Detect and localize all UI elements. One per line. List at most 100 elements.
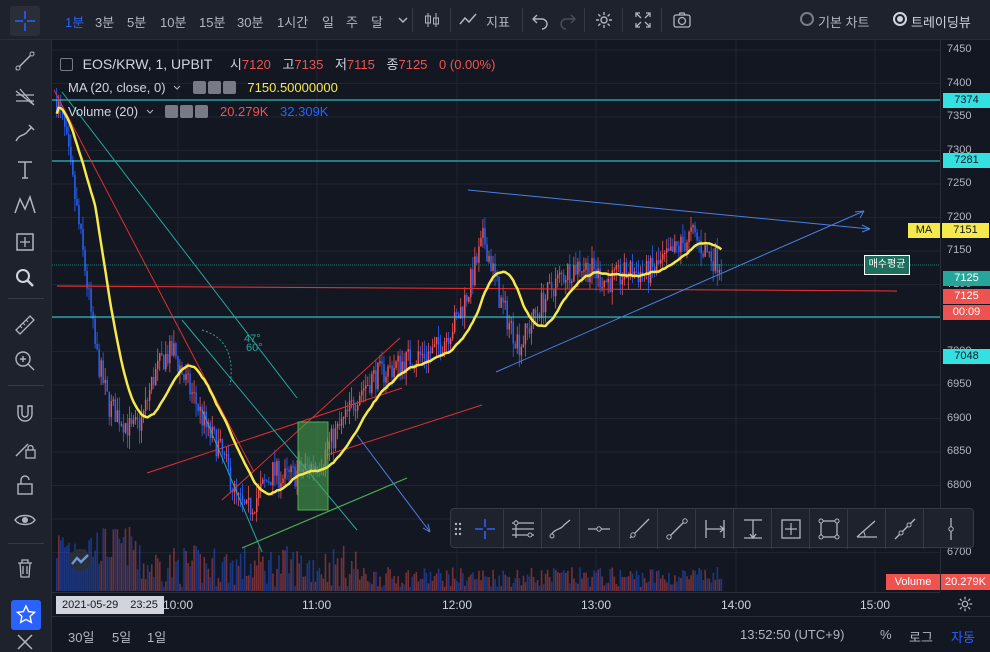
blue-projection-line — [356, 434, 431, 533]
time-tick: 13:00 — [581, 598, 612, 612]
watermark-logo-icon — [69, 549, 91, 571]
time-axis[interactable]: 2021-05-29 23:25 10:00 11:00 12:00 13:00 … — [52, 592, 940, 616]
volume-axis-tag: Volume — [886, 574, 940, 590]
price-axis[interactable]: 7450740073507300725072007150710070507000… — [940, 40, 990, 592]
drag-handle-icon[interactable] — [453, 519, 463, 539]
undo-icon[interactable] — [530, 10, 550, 30]
measure-icon[interactable] — [12, 229, 38, 255]
volume-visibility-icon[interactable] — [165, 105, 179, 118]
timeframe-1h[interactable]: 1시간 — [277, 15, 309, 30]
range-5d[interactable]: 5일 — [112, 630, 132, 645]
basic-chart-label[interactable]: 기본 차트 — [818, 15, 870, 30]
crosshair-button[interactable] — [10, 6, 40, 36]
zoom-in-icon[interactable] — [12, 348, 38, 374]
indicators-button[interactable]: 지표 — [486, 15, 510, 30]
redo-icon[interactable] — [558, 10, 578, 30]
gear-icon[interactable] — [594, 10, 614, 30]
ma-price-tag: 7151 — [942, 223, 989, 238]
ray-line-icon[interactable] — [625, 515, 653, 543]
pen-line-icon[interactable] — [891, 515, 919, 543]
price-tick: 7400 — [947, 76, 972, 89]
price-tick: 7200 — [947, 210, 972, 223]
favorites-button[interactable] — [11, 600, 41, 630]
tradingview-label[interactable]: 트레이딩뷰 — [911, 15, 971, 30]
ma-settings-icon[interactable] — [207, 81, 221, 94]
volume-label[interactable]: Volume (20) — [68, 104, 139, 119]
auto-toggle[interactable]: 자동 — [951, 630, 975, 645]
indicators-icon[interactable] — [458, 10, 478, 30]
ruler-icon[interactable] — [12, 312, 38, 338]
camera-icon[interactable] — [672, 10, 692, 30]
crosshair-icon[interactable] — [471, 515, 499, 543]
chevron-down-icon[interactable] — [173, 84, 181, 92]
magnet-icon[interactable] — [12, 400, 38, 426]
lock-drawing-icon[interactable] — [12, 436, 38, 462]
timeframe-15m[interactable]: 15분 — [199, 15, 226, 30]
eye-icon[interactable] — [12, 507, 38, 533]
low-label: 저 — [334, 57, 347, 72]
date-price-range-icon[interactable] — [777, 515, 805, 543]
fib-icon[interactable] — [12, 85, 38, 111]
triangle-lower-line — [495, 210, 865, 373]
basic-chart-radio[interactable] — [800, 12, 814, 26]
vertical-line-icon[interactable] — [937, 515, 965, 543]
chart-canvas[interactable] — [52, 40, 940, 592]
cursor-date-tag: 2021-05-29 23:25 — [56, 596, 164, 614]
trend-segment-icon[interactable] — [663, 515, 691, 543]
price-chart[interactable]: 47° 60° 매수평균 — [52, 40, 940, 592]
timeframe-month[interactable]: 달 — [371, 15, 383, 30]
ma-legend: MA (20, close, 0) 7150.50000000 — [68, 80, 338, 95]
percent-toggle[interactable]: % — [880, 627, 892, 642]
time-tick: 15:00 — [860, 598, 891, 612]
time-tick: 14:00 — [721, 598, 752, 612]
trash-icon[interactable] — [12, 555, 38, 581]
level-7374-tag: 7374 — [943, 93, 990, 108]
lock-icon[interactable] — [12, 472, 38, 498]
fib-retracement-icon[interactable] — [509, 515, 537, 543]
ma-visibility-icon[interactable] — [192, 81, 206, 94]
ma-label[interactable]: MA (20, close, 0) — [68, 80, 166, 95]
chart-grid — [52, 40, 940, 592]
volume-settings-icon[interactable] — [180, 105, 194, 118]
symbol-name[interactable]: EOS/KRW, 1, UPBIT — [82, 56, 213, 72]
trend-line-icon[interactable] — [12, 48, 38, 74]
chevron-down-icon[interactable] — [146, 108, 154, 116]
volume-legend: Volume (20) 20.279K 32.309K — [68, 104, 328, 119]
collapse-legend-icon[interactable] — [60, 58, 73, 71]
chevron-down-icon[interactable] — [393, 10, 413, 30]
trend-angle-icon[interactable] — [853, 515, 881, 543]
bottom-bar: 30일 5일 1일 13:52:50 (UTC+9) % 로그 자동 — [52, 616, 990, 652]
ma-remove-icon[interactable] — [222, 81, 236, 94]
rectangle-icon[interactable] — [815, 515, 843, 543]
timeframe-1m[interactable]: 1분 — [65, 15, 85, 30]
pattern-icon[interactable] — [12, 193, 38, 219]
timeframe-week[interactable]: 주 — [346, 15, 358, 30]
countdown-tag: 00:09 — [943, 305, 990, 320]
axis-settings-icon[interactable] — [956, 595, 974, 613]
brush-icon[interactable] — [12, 121, 38, 147]
candles-icon[interactable] — [422, 10, 442, 30]
timeframe-10m[interactable]: 10분 — [160, 15, 187, 30]
date-range-icon[interactable] — [701, 515, 729, 543]
timeframe-3m[interactable]: 3분 — [95, 15, 115, 30]
text-icon[interactable] — [12, 157, 38, 183]
price-range-icon[interactable] — [739, 515, 767, 543]
price-tick: 6900 — [947, 411, 972, 424]
time-tick: 11:00 — [302, 598, 332, 612]
range-30d[interactable]: 30일 — [68, 630, 95, 645]
timeframe-day[interactable]: 일 — [322, 15, 334, 30]
fullscreen-icon[interactable] — [633, 10, 653, 30]
volume-remove-icon[interactable] — [195, 105, 209, 118]
horizontal-ray-icon[interactable] — [585, 515, 613, 543]
close-icon[interactable] — [12, 632, 38, 652]
brush-tool-icon[interactable] — [547, 515, 575, 543]
price-tick: 6700 — [947, 545, 972, 558]
clock[interactable]: 13:52:50 (UTC+9) — [740, 627, 845, 642]
range-1d[interactable]: 1일 — [147, 630, 167, 645]
timeframe-5m[interactable]: 5분 — [127, 15, 147, 30]
log-toggle[interactable]: 로그 — [909, 630, 933, 645]
volume-bars — [56, 526, 723, 591]
zoom-icon[interactable] — [12, 265, 38, 291]
timeframe-30m[interactable]: 30분 — [237, 15, 264, 30]
tradingview-radio[interactable] — [893, 12, 907, 26]
